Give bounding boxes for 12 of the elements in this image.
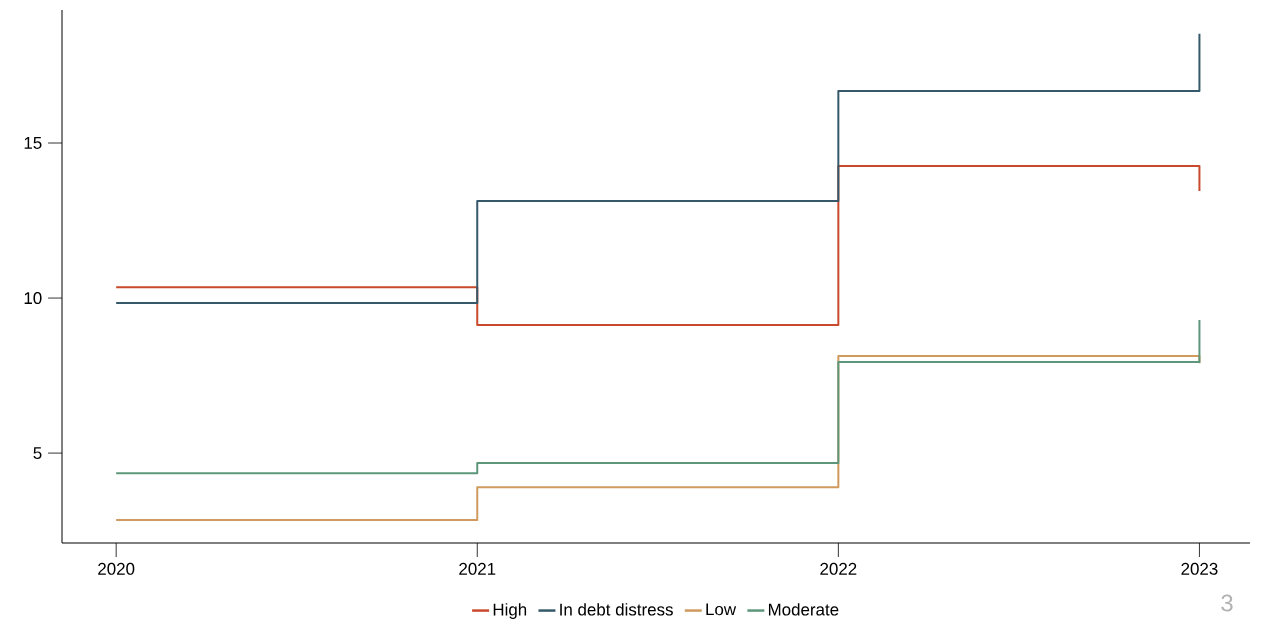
text: 3 (1221, 594, 1233, 612)
x-tick-label: 2023 (1181, 562, 1218, 575)
y-tick-label: 10 (24, 292, 42, 305)
legend-label: High (493, 603, 527, 619)
x-tick-label: 2021 (459, 562, 496, 575)
y-tick-label: 15 (24, 137, 42, 149)
x-tick-label: 2020 (98, 562, 135, 575)
legend-label: In debt distress (560, 603, 673, 616)
legend-label: Low (706, 603, 737, 616)
legend-label: Moderate (768, 603, 839, 616)
x-tick-label: 2022 (820, 562, 857, 575)
y-tick-label: 5 (33, 447, 42, 459)
